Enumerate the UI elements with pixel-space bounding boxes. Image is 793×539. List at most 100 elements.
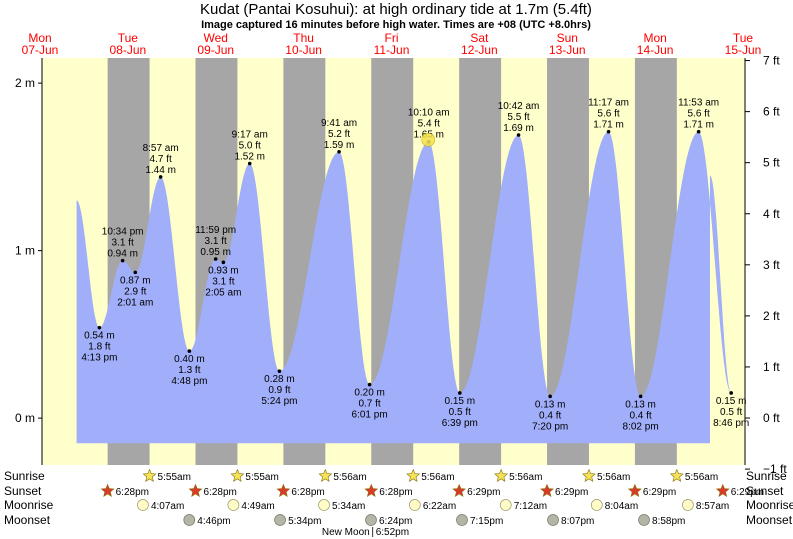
low-label: 0.13 m <box>625 399 656 410</box>
moonset-icon <box>183 514 196 526</box>
high-label: 5.6 ft <box>687 109 709 120</box>
moonset-time: 5:34pm <box>288 516 321 527</box>
low-label: 4:13 pm <box>81 353 117 364</box>
moonset-time: 4:46pm <box>197 516 230 527</box>
day-date: 11-Jun <box>374 43 410 57</box>
low-point <box>97 325 102 330</box>
day-date: 07-Jun <box>22 43 59 57</box>
low-label: 0.20 m <box>354 388 385 399</box>
low-label: 0.87 m <box>120 275 151 286</box>
low-point <box>277 369 282 374</box>
new-moon-time: 6:52pm <box>376 527 409 538</box>
low-label: 0.5 ft <box>449 407 471 418</box>
low-label: 6:01 pm <box>352 410 388 421</box>
row-label-left: Moonset <box>4 513 51 527</box>
sunset-time: 6:28pm <box>204 487 237 498</box>
low-point <box>548 394 552 399</box>
row-label-left: Moonrise <box>4 498 54 512</box>
high-label: 5.4 ft <box>418 119 440 130</box>
moonset-time: 6:24pm <box>379 516 412 527</box>
low-label: 1.3 ft <box>178 365 200 376</box>
low-label: 0.15 m <box>444 396 475 407</box>
sunset-time: 6:29pm <box>643 487 676 498</box>
moonset-icon <box>365 514 377 526</box>
left-tick-label: 1 m <box>15 244 35 258</box>
high-label: 10:34 pm <box>102 227 144 238</box>
high-label: 5.2 ft <box>328 129 350 140</box>
high-point <box>337 149 341 154</box>
high-point <box>213 257 218 261</box>
low-label: 0.13 m <box>535 399 566 410</box>
high-label: 10:42 am <box>498 101 540 112</box>
high-label: 1.71 m <box>683 120 714 131</box>
moonrise-icon <box>590 499 603 511</box>
moonrise-icon <box>408 499 421 511</box>
moonrise-icon <box>682 499 694 511</box>
sunrise-icon <box>318 468 333 482</box>
sunrise-time: 5:56am <box>509 472 542 483</box>
low-label: 8:02 pm <box>623 421 659 432</box>
tide-curve <box>76 131 732 444</box>
moonset-time: 8:58pm <box>652 516 685 527</box>
right-tick-label: 2 ft <box>763 309 780 323</box>
sunrise-time: 5:56am <box>685 472 718 483</box>
day-of-week: Tue <box>733 31 754 45</box>
new-moon-label: New Moon <box>322 527 370 538</box>
day-of-week: Thu <box>293 31 314 45</box>
high-label: 8:57 am <box>143 143 179 154</box>
high-point <box>247 161 252 166</box>
sunset-time: 6:29pm <box>555 487 588 498</box>
low-point <box>367 382 372 387</box>
high-label: 9:17 am <box>232 130 268 141</box>
right-tick-label: 4 ft <box>763 207 780 221</box>
sunset-time: 6:28pm <box>291 487 324 498</box>
sunset-icon <box>452 483 467 497</box>
low-label: 2.9 ft <box>124 286 146 297</box>
low-label: 7:20 pm <box>532 421 568 432</box>
moonset-icon <box>638 514 650 526</box>
sunset-icon <box>276 483 291 497</box>
sunrise-icon <box>582 468 596 482</box>
right-tick-label: −1 ft <box>763 462 787 476</box>
day-date: 10-Jun <box>285 43 322 57</box>
moonset-icon <box>274 514 286 526</box>
sunrise-icon <box>142 468 157 482</box>
low-point <box>729 391 733 395</box>
low-label: 6:39 pm <box>442 418 478 429</box>
row-label-right: Sunset <box>746 484 784 498</box>
high-label: 3.1 ft <box>205 236 227 247</box>
day-date: 14-Jun <box>637 43 674 57</box>
low-label: 0.7 ft <box>358 399 380 410</box>
moonrise-time: 4:07am <box>151 501 184 512</box>
moonrise-time: 8:04am <box>605 501 638 512</box>
low-label: 2:01 am <box>117 297 153 308</box>
low-label: 0.28 m <box>264 374 295 385</box>
right-tick-label: 5 ft <box>763 156 780 170</box>
high-point <box>606 129 611 134</box>
sunrise-time: 5:56am <box>597 472 630 483</box>
low-label: 0.9 ft <box>268 385 290 396</box>
high-label: 1.44 m <box>145 165 176 176</box>
sunrise-time: 5:55am <box>158 472 191 483</box>
sunset-time: 6:28pm <box>379 487 412 498</box>
moonrise-time: 6:22am <box>423 501 456 512</box>
moonset-icon <box>456 514 468 526</box>
moonrise-time: 7:12am <box>514 501 547 512</box>
high-label: 0.94 m <box>107 249 138 260</box>
row-label-right: Moonrise <box>746 498 793 512</box>
low-label: 0.4 ft <box>629 410 651 421</box>
high-label: 0.95 m <box>200 247 231 258</box>
low-label: 5:24 pm <box>261 396 297 407</box>
sunset-time: 6:29pm <box>731 487 764 498</box>
sunset-icon <box>188 483 203 497</box>
row-label-right: Sunrise <box>746 469 787 483</box>
high-label: 5.0 ft <box>239 141 261 152</box>
chart-title: Kudat (Pantai Kosuhui): at high ordinary… <box>200 1 592 18</box>
low-label: 0.93 m <box>208 265 239 276</box>
high-point <box>696 129 701 134</box>
high-label: 5.5 ft <box>507 112 529 123</box>
high-label: 5.6 ft <box>597 109 619 120</box>
high-label: 11:17 am <box>588 98 629 109</box>
day-headers: Mon07-JunTue08-JunWed09-JunThu10-JunFri1… <box>22 31 762 57</box>
day-date: 09-Jun <box>197 43 234 57</box>
